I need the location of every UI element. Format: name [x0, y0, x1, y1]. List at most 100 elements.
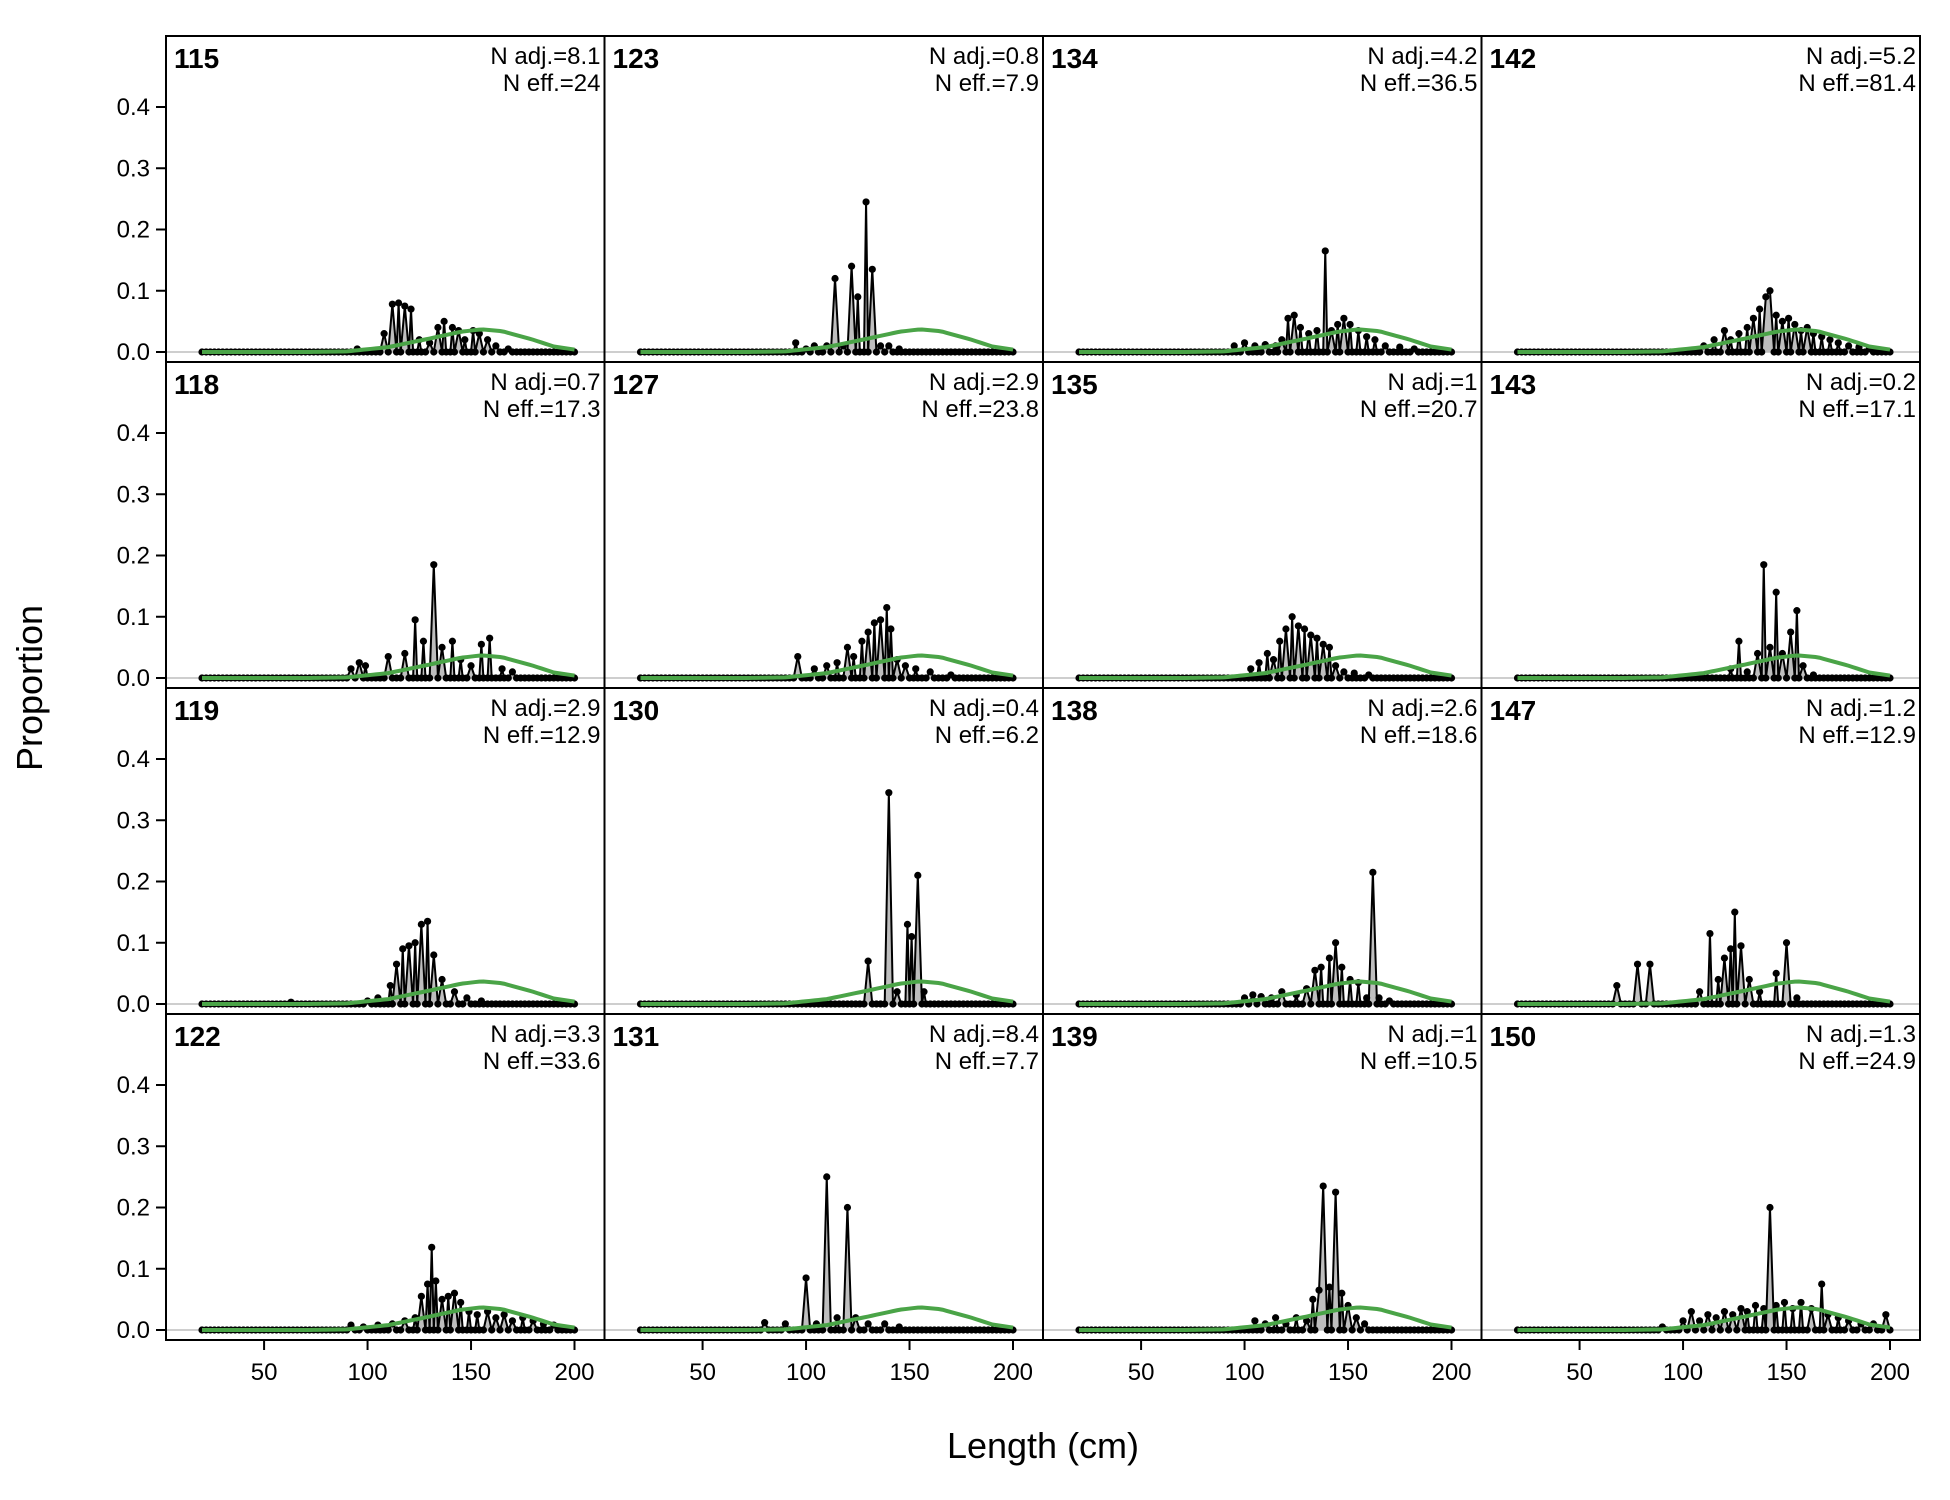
observed-point — [1319, 1182, 1327, 1190]
observed-point — [1735, 637, 1743, 645]
observed-point — [1743, 1308, 1751, 1316]
y-tick-label: 0.3 — [117, 481, 150, 508]
observed-point — [1782, 939, 1791, 947]
observed-point — [450, 348, 459, 356]
n-eff-label: N eff.=36.5 — [1360, 70, 1478, 97]
observed-point — [926, 668, 934, 676]
observed-point — [1731, 908, 1739, 916]
observed-point — [546, 1326, 554, 1334]
observed-point — [488, 348, 496, 356]
observed-point — [448, 323, 457, 332]
observed-point — [1325, 1283, 1334, 1291]
expected-line — [640, 979, 1014, 1006]
observed-point — [394, 299, 403, 307]
n-eff-label: N eff.=6.2 — [935, 722, 1039, 749]
observed-point — [872, 348, 881, 356]
panel-122: 122 N adj.=3.3N eff.=33.6 — [166, 1021, 605, 1334]
n-adj-label: N adj.=5.2 — [1806, 43, 1916, 70]
expected-line — [1517, 653, 1891, 680]
observed-point — [887, 625, 895, 633]
observed-point — [1307, 631, 1315, 639]
observed-point — [1255, 659, 1263, 667]
observed-point — [1290, 311, 1298, 319]
observed-point — [1784, 314, 1793, 322]
observed-point — [434, 674, 442, 682]
x-tick-label: 200 — [1431, 1359, 1471, 1386]
observed-point — [1327, 674, 1336, 682]
observed-point — [428, 1243, 436, 1251]
y-tick-label: 0.2 — [117, 1195, 150, 1222]
observed-point — [1309, 1295, 1317, 1303]
observed-point — [864, 1320, 872, 1328]
observed-point — [1787, 348, 1795, 356]
panel-147: 147 N adj.=1.2N eff.=12.9 — [1481, 695, 1920, 1008]
observed-point — [1317, 963, 1325, 971]
observed-point — [920, 988, 928, 996]
observed-point — [463, 994, 471, 1002]
observed-point — [423, 1280, 432, 1288]
observed-point — [467, 662, 475, 670]
observed-point — [1334, 320, 1342, 329]
observed-point — [388, 1000, 396, 1008]
y-tick-label: 0.4 — [117, 746, 150, 773]
observed-point — [870, 619, 878, 627]
observed-point — [1733, 1000, 1741, 1008]
observed-point — [819, 1326, 827, 1334]
expected-line — [1517, 1305, 1891, 1332]
n-adj-label: N adj.=0.2 — [1806, 369, 1916, 396]
observed-point — [1311, 1326, 1319, 1334]
observed-point — [448, 637, 457, 645]
observed-point — [1381, 342, 1389, 350]
observed-point — [1332, 1188, 1340, 1196]
observed-point — [881, 1320, 889, 1328]
observed-point — [1230, 342, 1238, 350]
observed-point — [802, 1274, 810, 1282]
observed-point — [399, 945, 407, 953]
observed-point — [1336, 348, 1344, 356]
panel-label: 123 — [613, 43, 660, 74]
observed-point — [1613, 982, 1621, 990]
observed-point — [1772, 969, 1780, 977]
observed-point — [1756, 988, 1764, 996]
observed-point — [819, 674, 827, 682]
observed-point — [388, 300, 396, 308]
observed-point — [881, 1000, 889, 1008]
y-tick-label: 0.3 — [117, 807, 150, 834]
x-tick-label: 150 — [1767, 1359, 1807, 1386]
panel-134: 134 N adj.=4.2N eff.=36.5 — [1043, 43, 1482, 356]
x-tick-label: 100 — [786, 1359, 826, 1386]
observed-point — [1749, 674, 1758, 682]
observed-point — [922, 674, 930, 682]
n-adj-label: N adj.=8.4 — [929, 1021, 1039, 1048]
observed-point — [907, 933, 916, 941]
y-tick-label: 0.1 — [117, 930, 150, 957]
observed-point — [872, 674, 881, 682]
observed-point — [835, 348, 843, 356]
observed-point — [1778, 1000, 1786, 1008]
observed-point — [479, 1326, 488, 1334]
observed-point — [483, 336, 492, 344]
observed-point — [819, 348, 827, 356]
panel-118: 118 N adj.=0.7N eff.=17.3 — [166, 369, 605, 682]
observed-point — [430, 951, 438, 959]
observed-fill — [202, 1247, 575, 1330]
observed-line — [1079, 1186, 1452, 1333]
observed-point — [833, 659, 841, 667]
observed-point — [1274, 348, 1282, 356]
observed-point — [457, 1298, 465, 1307]
observed-point — [1743, 323, 1751, 332]
observed-point — [355, 659, 363, 667]
observed-point — [1323, 348, 1331, 356]
observed-point — [1729, 1311, 1737, 1319]
observed-point — [397, 1326, 405, 1334]
observed-point — [914, 871, 922, 879]
observed-point — [1369, 868, 1377, 876]
observed-point — [1803, 1326, 1811, 1334]
n-eff-label: N eff.=7.9 — [935, 70, 1039, 97]
n-eff-label: N eff.=81.4 — [1798, 70, 1916, 97]
expected-line — [640, 1305, 1014, 1332]
y-tick-label: 0.0 — [117, 339, 150, 366]
x-tick-label: 150 — [890, 1359, 930, 1386]
expected-line — [1079, 979, 1452, 1006]
panel-label: 115 — [174, 43, 219, 74]
